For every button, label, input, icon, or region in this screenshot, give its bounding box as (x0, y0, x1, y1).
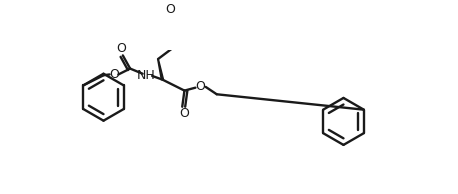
Text: O: O (179, 107, 189, 120)
Text: O: O (109, 68, 119, 81)
Text: O: O (196, 81, 206, 94)
Text: O: O (165, 3, 174, 16)
Text: O: O (116, 42, 126, 55)
Polygon shape (158, 59, 164, 80)
Text: NH: NH (137, 69, 156, 82)
